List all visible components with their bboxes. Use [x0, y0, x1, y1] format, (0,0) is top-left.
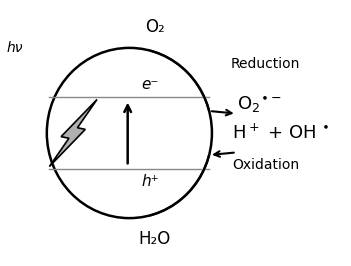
Text: h⁺: h⁺	[141, 174, 159, 189]
Text: H₂O: H₂O	[139, 230, 171, 248]
Text: hν: hν	[7, 41, 23, 55]
Ellipse shape	[47, 48, 212, 218]
Text: O₂: O₂	[145, 18, 165, 36]
Text: e⁻: e⁻	[141, 77, 159, 92]
Text: O$_2$$^{\bullet-}$: O$_2$$^{\bullet-}$	[237, 95, 281, 115]
Text: H$^+$ + OH $^{\bullet}$: H$^+$ + OH $^{\bullet}$	[232, 123, 329, 143]
Polygon shape	[49, 99, 97, 167]
Text: Reduction: Reduction	[231, 57, 300, 71]
Text: Oxidation: Oxidation	[232, 158, 299, 172]
